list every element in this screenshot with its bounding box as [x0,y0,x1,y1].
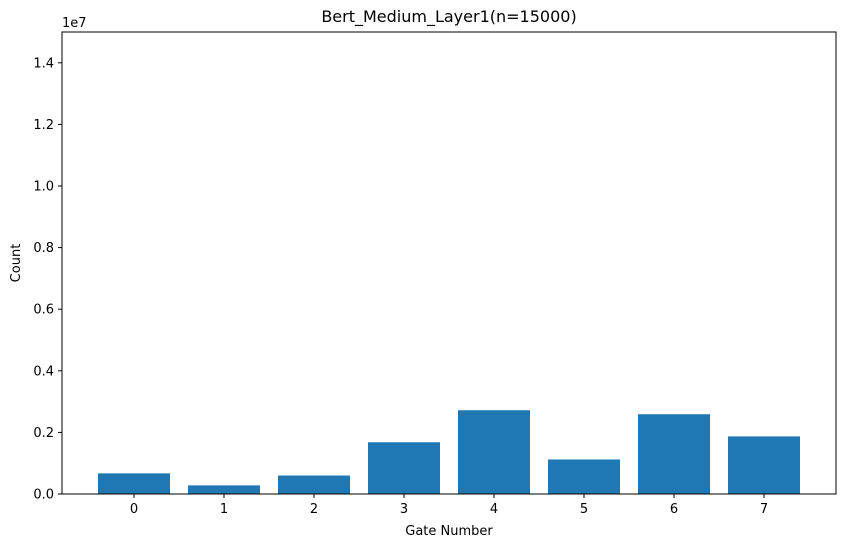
y-tick-label: 1.4 [33,56,54,71]
bar-gate-2 [278,475,350,494]
bar-gate-5 [548,459,620,494]
y-tick-label: 0.4 [33,364,54,379]
bar-gate-6 [638,414,710,494]
y-tick-label: 0.2 [33,426,54,441]
bar-gate-0 [98,473,170,494]
x-tick-label: 2 [310,502,318,517]
plot-frame [61,31,837,495]
y-tick-label: 0.6 [33,303,54,318]
x-tick-label: 4 [490,502,498,517]
y-axis-label: Count [9,244,24,283]
y-axis-ticks: 0.0 0.2 0.4 0.6 0.8 1.0 1.2 1.4 [33,56,62,503]
y-tick-label: 0.0 [33,488,54,503]
x-tick-label: 7 [760,502,768,517]
y-tick-label: 0.8 [33,241,54,256]
bar-gate-4 [458,410,530,494]
bars-group [98,410,800,494]
y-tick-label: 1.2 [33,118,54,133]
bar-gate-7 [728,436,800,494]
x-axis-label: Gate Number [405,524,493,539]
y-axis-offset-label: 1e7 [62,16,87,31]
bar-gate-1 [188,485,260,494]
bar-gate-3 [368,442,440,494]
x-tick-label: 0 [130,502,138,517]
x-tick-label: 5 [580,502,588,517]
x-tick-label: 3 [400,502,408,517]
x-axis-ticks: 0 1 2 3 4 5 6 7 [130,494,768,517]
chart-title: Bert_Medium_Layer1(n=15000) [321,7,576,27]
x-tick-label: 6 [670,502,678,517]
y-tick-label: 1.0 [33,180,54,195]
x-tick-label: 1 [220,502,228,517]
